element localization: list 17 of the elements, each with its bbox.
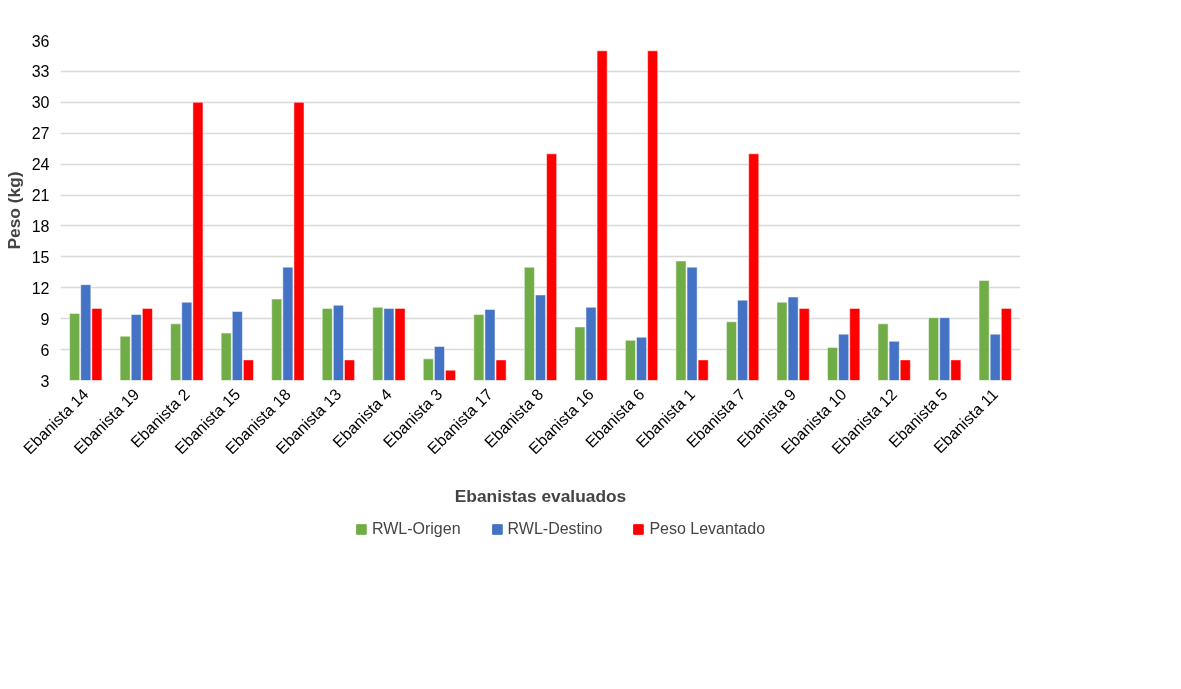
y-tick-label: 6 [40,341,50,359]
y-tick-label: 33 [31,63,50,81]
legend-label: RWL-Origen [371,520,461,538]
y-tick-label: 27 [31,125,50,143]
y-tick-label: 24 [31,156,50,174]
y-tick-label: 12 [31,279,50,297]
legend-label: Peso Levantado [649,520,766,538]
y-tick-label: 30 [31,94,50,112]
y-tick-label: 18 [31,217,50,235]
y-tick-label: 21 [31,187,50,205]
y-axis-title: Peso (kg) [3,171,24,250]
y-tick-label: 15 [31,248,50,266]
y-tick-label: 9 [40,310,50,328]
x-axis-title: Ebanistas evaluados [454,486,627,507]
y-tick-label: 36 [31,32,50,50]
y-tick-label: 3 [40,372,50,390]
legend-label: RWL-Destino [507,520,603,538]
